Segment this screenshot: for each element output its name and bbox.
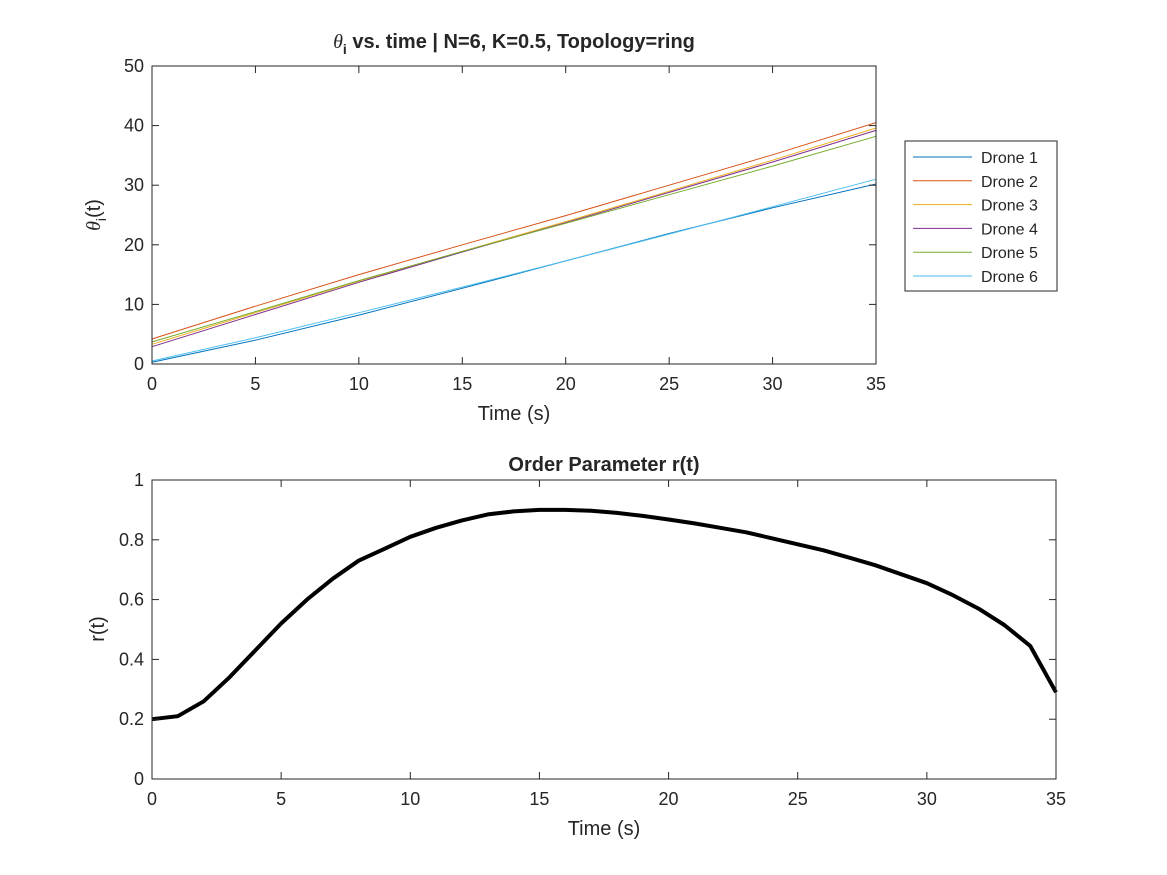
theta-plot-ylabel: θi(t) xyxy=(83,199,109,231)
order-parameter-plot: Order Parameter r(t) 0 5 10 15 20 25 30 3500.20… xyxy=(87,454,1066,840)
legend-box xyxy=(904,140,1058,292)
theta-plot-lines xyxy=(151,122,877,363)
theta-plot-xtick-label: 10 xyxy=(349,374,369,394)
order-parameter-xtick-label: 20 xyxy=(659,789,679,809)
theta-plot-ytick-label: 50 xyxy=(124,56,144,76)
order-parameter-ytick-label: 1 xyxy=(134,470,144,490)
legend-entry-2: Drone 2 xyxy=(981,174,1038,191)
legend-entry-1: Drone 1 xyxy=(981,150,1038,167)
order-parameter-frame xyxy=(151,479,1057,780)
legend: Drone 1 Drone 2 Drone 3 Drone 4 Drone 5 Drone… xyxy=(904,140,1058,292)
legend-entry-6: Drone 6 xyxy=(981,269,1038,286)
theta-plot-ytick-label: 30 xyxy=(124,175,144,195)
order-parameter-series-line-1 xyxy=(151,507,1058,722)
theta-plot-xtick-label: 15 xyxy=(452,374,472,394)
theta-plot-frame xyxy=(151,65,877,365)
legend-entry-4: Drone 4 xyxy=(981,221,1038,238)
theta-plot-title: θi vs. time | N=6, K=0.5, Topology=ring xyxy=(333,31,695,57)
theta-plot-xtick-label: 5 xyxy=(250,374,260,394)
order-parameter-area xyxy=(152,480,1056,779)
theta-plot-ytick-label: 20 xyxy=(124,235,144,255)
order-parameter-ytick-label: 0.4 xyxy=(119,649,144,669)
theta-plot-series-line-5 xyxy=(151,135,877,343)
theta-plot-xtick-label: 0 xyxy=(147,374,157,394)
theta-plot: θi vs. time | N=6, K=0.5, Topology=ring … xyxy=(83,31,1058,425)
theta-plot-xtick-label: 30 xyxy=(763,374,783,394)
order-parameter-ytick-label: 0.2 xyxy=(119,709,144,729)
theta-plot-ytick-label: 0 xyxy=(134,354,144,374)
legend-entry-3: Drone 3 xyxy=(981,198,1038,215)
theta-plot-area xyxy=(152,66,876,364)
order-parameter-xtick-label: 25 xyxy=(788,789,808,809)
order-parameter-xtick-label: 0 xyxy=(147,789,157,809)
order-parameter-xlabel: Time (s) xyxy=(568,818,641,840)
order-parameter-xtick-label: 5 xyxy=(276,789,286,809)
theta-plot-xtick-label: 35 xyxy=(866,374,886,394)
theta-plot-series-line-3 xyxy=(151,127,877,345)
theta-plot-xlabel: Time (s) xyxy=(478,403,551,425)
order-parameter-ytick-label: 0.6 xyxy=(119,590,144,610)
theta-plot-xtick-label: 25 xyxy=(659,374,679,394)
order-parameter-xtick-label: 10 xyxy=(400,789,420,809)
theta-plot-series-line-1 xyxy=(151,183,877,363)
theta-plot-ticks: 0 5 10 15 20 25 30 35 0 10 20 30 40 50 xyxy=(124,56,886,394)
theta-plot-series-line-2 xyxy=(151,122,877,340)
order-parameter-ytick-label: 0.8 xyxy=(119,530,144,550)
theta-plot-series-line-6 xyxy=(151,178,877,362)
order-parameter-ticks: 0 5 10 15 20 25 30 35 0 0.2 0.4 0.6 0.8 1 xyxy=(119,470,1066,809)
theta-plot-ytick-label: 40 xyxy=(124,116,144,136)
order-parameter-lines xyxy=(151,507,1058,722)
order-parameter-ylabel: r(t) xyxy=(87,616,109,642)
order-parameter-ytick-label: 0 xyxy=(134,769,144,789)
legend-entry-5: Drone 5 xyxy=(981,245,1038,262)
order-parameter-title: Order Parameter r(t) xyxy=(508,454,699,476)
order-parameter-xtick-label: 35 xyxy=(1046,789,1066,809)
order-parameter-xtick-label: 30 xyxy=(917,789,937,809)
order-parameter-xtick-label: 15 xyxy=(529,789,549,809)
theta-plot-xtick-label: 20 xyxy=(556,374,576,394)
theta-plot-ytick-label: 10 xyxy=(124,294,144,314)
